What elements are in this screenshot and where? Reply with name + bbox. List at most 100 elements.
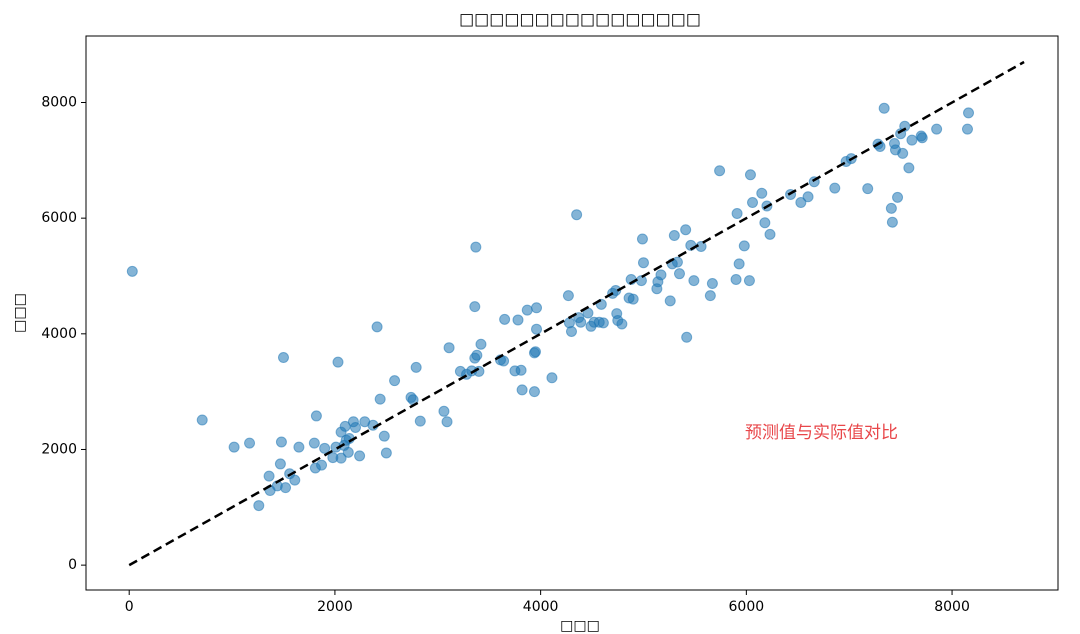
scatter-point [756, 187, 768, 199]
scatter-point [714, 165, 726, 177]
scatter-point [253, 500, 265, 512]
y-tick-label: 2000 [41, 441, 77, 457]
scatter-point [228, 441, 240, 453]
scatter-point [438, 405, 450, 417]
scatter-point [126, 265, 138, 277]
scatter-point [764, 228, 776, 240]
scatter-point [546, 372, 558, 384]
scatter-point [335, 452, 347, 464]
scatter-point [293, 441, 305, 453]
scatter-point [759, 217, 771, 229]
plot-frame [85, 35, 1059, 591]
scatter-point [899, 120, 911, 132]
scatter-point [706, 278, 718, 290]
y-tick-label: 8000 [41, 95, 77, 111]
scatter-point [627, 293, 639, 305]
x-tick-label: 0 [125, 599, 134, 615]
scatter-point [441, 416, 453, 428]
scatter-point [680, 224, 692, 236]
scatter-point [671, 256, 683, 268]
scatter-point [738, 240, 750, 252]
scatter-point [747, 197, 759, 209]
scatter-point [319, 442, 331, 454]
scatter-point [730, 273, 742, 285]
scatter-point [916, 132, 928, 144]
scatter-point [443, 342, 455, 354]
scatter-point [931, 123, 943, 135]
scatter-point [275, 436, 287, 448]
scatter-point [664, 295, 676, 307]
scatter-point [531, 323, 543, 335]
scatter-point [961, 123, 973, 135]
scatter-point [681, 331, 693, 343]
scatter-point [342, 446, 354, 458]
scatter-point [374, 393, 386, 405]
chart-title: □□□□□□□□□□□□□□□□ [459, 10, 701, 29]
scatter-point [471, 349, 483, 361]
scatter-point [349, 422, 361, 434]
scatter-point [892, 191, 904, 203]
scatter-point [475, 338, 487, 350]
scatter-point [616, 318, 628, 330]
y-tick-label: 6000 [41, 210, 77, 226]
scatter-point [277, 352, 289, 364]
scatter-point [610, 284, 622, 296]
scatter-point [704, 290, 716, 302]
scatter-point [310, 410, 322, 422]
scatter-point [886, 216, 898, 228]
scatter-point [668, 230, 680, 242]
scatter-point [371, 321, 383, 333]
scatter-point [733, 258, 745, 270]
scatter-point [885, 202, 897, 214]
annotation: 预测值与实际值对比 [745, 423, 898, 443]
scatter-point [380, 447, 392, 459]
scatter-point [280, 482, 292, 494]
x-tick-label: 4000 [523, 599, 559, 615]
scatter-point [562, 290, 574, 302]
scatter-point [829, 182, 841, 194]
scatter-point [802, 191, 814, 203]
reference-line [128, 60, 1025, 567]
scatter-point [512, 314, 524, 326]
scatter-point [862, 183, 874, 195]
scatter-point [521, 304, 533, 316]
scatter-point [414, 415, 426, 427]
x-axis-label: □□□ [560, 618, 600, 634]
scatter-point [575, 316, 587, 328]
scatter-point [906, 134, 918, 146]
scatter-point [354, 450, 366, 462]
scatter-point [528, 386, 540, 398]
x-tick-label: 2000 [317, 599, 353, 615]
scatter-point [637, 257, 649, 269]
scatter-point [531, 302, 543, 314]
scatter-point [516, 384, 528, 396]
scatter-point [332, 356, 344, 368]
scatter-point [244, 437, 256, 449]
scatter-point [263, 470, 275, 482]
scatter-point [731, 208, 743, 220]
scatter-point [571, 209, 583, 221]
y-axis-label: □□□ [12, 293, 28, 333]
scatter-point [470, 241, 482, 253]
scatter-point [673, 268, 685, 280]
scatter-point [196, 414, 208, 426]
y-tick-label: 4000 [41, 326, 77, 342]
scatter-point [316, 459, 328, 471]
scatter-point [469, 301, 481, 313]
scatter-point [308, 437, 320, 449]
scatter-point [655, 269, 667, 281]
scatter-point [636, 233, 648, 245]
scatter-point [529, 346, 541, 358]
scatter-point [378, 430, 390, 442]
scatter-point [743, 275, 755, 287]
scatter-point [903, 162, 915, 174]
scatter-point [274, 458, 286, 470]
scatter-point [688, 275, 700, 287]
scatter-point [744, 169, 756, 181]
scatter-point [963, 107, 975, 119]
scatter-point [289, 474, 301, 486]
scatter-point [499, 313, 511, 325]
scatter-point [410, 361, 422, 373]
scatter-point [878, 102, 890, 114]
